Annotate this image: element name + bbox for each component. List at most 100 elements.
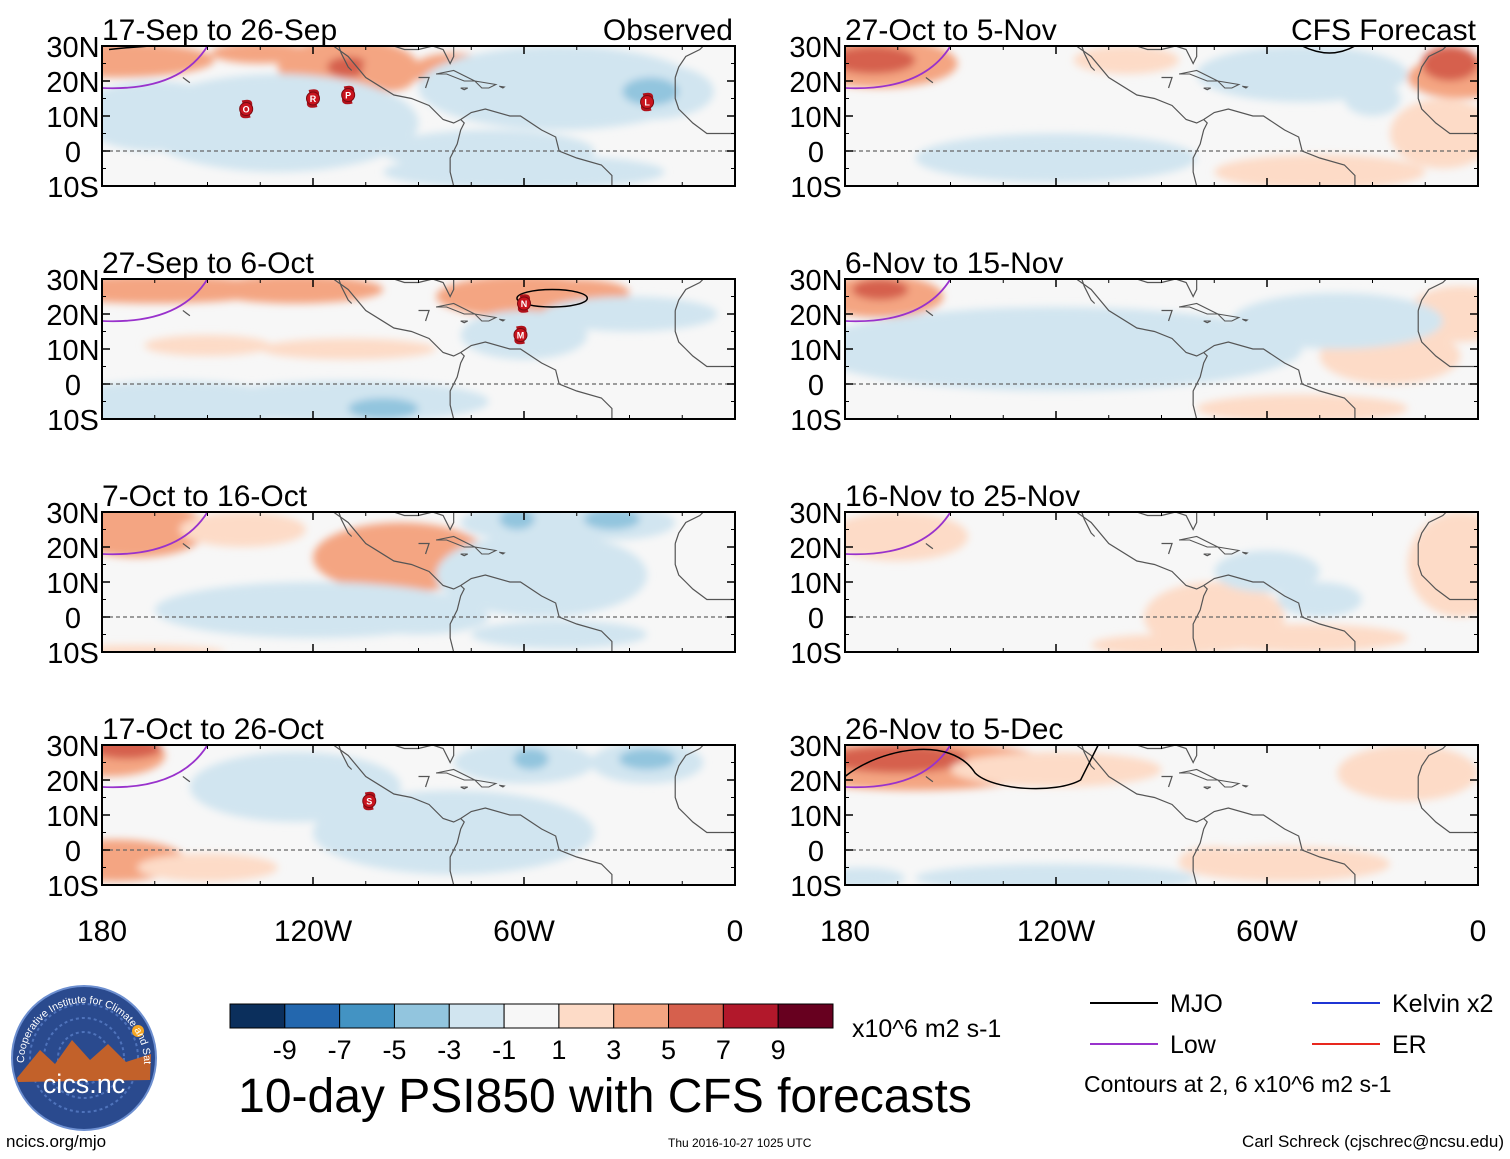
anomaly-area xyxy=(1337,745,1478,801)
colorbar: -9 -7 -5 -3 -1 1 3 5 7 9 xyxy=(229,1003,834,1065)
panel-period-title: 27-Oct to 5-Nov xyxy=(845,14,1057,47)
contour-note: Contours at 2, 6 x10^6 m2 s-1 xyxy=(1084,1071,1391,1097)
coastline xyxy=(393,46,455,65)
x-tick-120w-right: 120W xyxy=(1017,915,1096,948)
anomaly-area xyxy=(179,512,306,547)
x-tick-120w-left: 120W xyxy=(274,915,353,948)
tropical-cyclone-marker: M xyxy=(513,325,528,345)
coastline xyxy=(1081,512,1096,537)
anomaly-area xyxy=(845,745,969,773)
legend-kelvin-label: Kelvin x2 xyxy=(1392,990,1493,1018)
tropical-cyclone-marker: O xyxy=(239,99,254,119)
coastline xyxy=(393,512,455,531)
anomaly-area xyxy=(207,279,384,304)
coastline xyxy=(449,818,465,885)
coastline xyxy=(1417,543,1478,601)
island xyxy=(499,85,506,89)
legend: MJO Kelvin x2 Low ER Contours at 2, 6 x1… xyxy=(1084,990,1493,1097)
coastline xyxy=(674,512,704,544)
island xyxy=(499,551,506,555)
panel-period-title: 6-Nov to 15-Nov xyxy=(845,247,1063,280)
low-contour xyxy=(845,46,952,90)
coastline xyxy=(1136,46,1198,65)
low-contour xyxy=(102,279,209,323)
island xyxy=(1203,87,1211,91)
storm-letter: R xyxy=(310,94,317,104)
island xyxy=(1242,551,1249,555)
island xyxy=(435,535,476,548)
island xyxy=(460,786,468,790)
y-tick-label: 10S xyxy=(47,172,99,204)
y-tick-label: 10N xyxy=(789,568,842,600)
coastline xyxy=(332,46,613,186)
coastline xyxy=(1192,585,1208,652)
units-label: x10^6 m2 s-1 xyxy=(852,1015,1001,1043)
coastline xyxy=(332,279,613,419)
coastline xyxy=(1081,46,1096,71)
colorbar-tick-label: -3 xyxy=(437,1035,461,1065)
y-tick-label: 10N xyxy=(789,801,842,833)
anomaly-area xyxy=(189,752,401,822)
anomaly-area xyxy=(313,790,595,875)
x-axis-labels-right: 180 120W 60W 0 xyxy=(820,915,1486,948)
anomaly-area xyxy=(852,279,909,300)
coastline xyxy=(1075,279,1356,419)
anomaly-area xyxy=(137,74,419,172)
tropical-cyclone-marker: R xyxy=(306,89,320,108)
anomaly-area xyxy=(845,867,905,885)
coastline xyxy=(418,309,430,322)
panel-period-title: 7-Oct to 16-Oct xyxy=(102,480,308,513)
anomaly-area xyxy=(915,864,1197,885)
anomaly-area xyxy=(102,745,162,759)
coastline xyxy=(1417,310,1478,368)
y-tick-label: 0 xyxy=(808,370,824,402)
coastline xyxy=(1192,352,1208,419)
y-tick-label: 30N xyxy=(46,265,99,297)
coastline xyxy=(1136,745,1198,764)
colorbar-tick-label: 9 xyxy=(771,1035,786,1065)
island xyxy=(435,302,476,315)
colorbar-tick-label: 5 xyxy=(661,1035,676,1065)
anomaly-area xyxy=(622,77,679,106)
tropical-cyclone-marker: L xyxy=(640,92,655,112)
coastline xyxy=(1161,309,1173,322)
island xyxy=(473,546,498,555)
island xyxy=(1242,318,1249,322)
island xyxy=(1178,535,1219,548)
logo-text: cics.nc xyxy=(43,1069,126,1099)
x-tick-0-left: 0 xyxy=(727,915,744,948)
anomaly-area xyxy=(1073,46,1180,74)
colorbar-swatch xyxy=(722,1003,779,1029)
coastline xyxy=(338,46,353,71)
coastline xyxy=(1161,76,1173,89)
x-tick-60w-right: 60W xyxy=(1236,915,1298,948)
anomaly-area xyxy=(1390,98,1478,169)
low-contour xyxy=(102,46,209,90)
y-tick-label: 10S xyxy=(790,638,842,670)
low-contour xyxy=(845,279,952,323)
coastline xyxy=(674,77,735,135)
anomaly-area xyxy=(1091,634,1232,652)
coastline xyxy=(1081,745,1096,770)
mjo-contour xyxy=(1301,46,1356,54)
colorbar-tick-label: 1 xyxy=(551,1035,566,1065)
island xyxy=(1178,69,1219,82)
coastline xyxy=(332,512,613,652)
coastline xyxy=(338,279,353,304)
x-tick-60w-left: 60W xyxy=(493,915,555,948)
coastline xyxy=(1075,46,1356,186)
island xyxy=(1242,784,1249,788)
storm-letter: L xyxy=(644,98,650,108)
storm-letter: M xyxy=(517,331,525,341)
y-tick-label: 10S xyxy=(47,638,99,670)
chart-title: 10-day PSI850 with CFS forecasts xyxy=(238,1070,972,1123)
coastline xyxy=(1417,512,1447,544)
x-tick-0-right: 0 xyxy=(1470,915,1487,948)
coastline xyxy=(1075,745,1356,885)
colorbar-swatch xyxy=(668,1003,724,1029)
y-tick-label: 30N xyxy=(46,731,99,763)
island xyxy=(473,779,498,788)
